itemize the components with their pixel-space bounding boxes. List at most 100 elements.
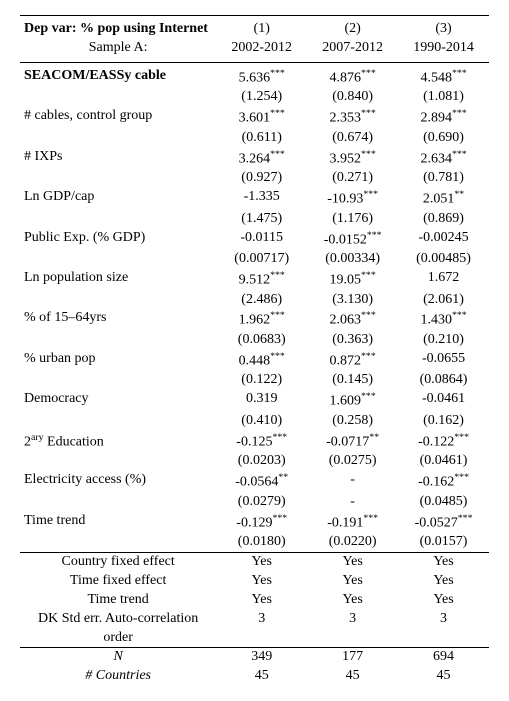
coef-row: 2ary Education-0.125***-0.0717**-0.122**… bbox=[20, 431, 489, 453]
footer-val: Yes bbox=[398, 591, 489, 610]
coef-cell: -0.0115 bbox=[216, 229, 307, 251]
se-cell: (0.781) bbox=[398, 169, 489, 188]
coef-cell: 2.051** bbox=[398, 188, 489, 210]
var-label: 2ary Education bbox=[20, 431, 216, 453]
coef-cell: 1.430*** bbox=[398, 309, 489, 331]
period-2: 2007-2012 bbox=[307, 39, 398, 62]
footer-val: Yes bbox=[398, 553, 489, 572]
coef-row: % urban pop0.448***0.872***-0.0655 bbox=[20, 350, 489, 372]
countries-2: 45 bbox=[307, 667, 398, 686]
footer-val: Yes bbox=[216, 553, 307, 572]
coef-cell: -0.122*** bbox=[398, 431, 489, 453]
var-label: Ln population size bbox=[20, 269, 216, 291]
se-cell: (0.927) bbox=[216, 169, 307, 188]
se-row: (0.0279)-(0.0485) bbox=[20, 493, 489, 512]
coef-cell: 2.634*** bbox=[398, 148, 489, 170]
coef-cell: -0.191*** bbox=[307, 512, 398, 534]
footer-label: Time fixed effect bbox=[20, 572, 216, 591]
coef-cell: -0.0564** bbox=[216, 471, 307, 493]
se-cell: (0.00485) bbox=[398, 250, 489, 269]
var-label: Ln GDP/cap bbox=[20, 188, 216, 210]
se-cell: (0.0180) bbox=[216, 533, 307, 552]
coef-cell: 1.962*** bbox=[216, 309, 307, 331]
se-cell: (0.0279) bbox=[216, 493, 307, 512]
se-cell: (1.475) bbox=[216, 210, 307, 229]
se-row: (0.410)(0.258)(0.162) bbox=[20, 412, 489, 431]
coef-cell: 0.448*** bbox=[216, 350, 307, 372]
se-cell: (0.690) bbox=[398, 129, 489, 148]
coef-cell: - bbox=[307, 471, 398, 493]
coef-row: Time trend-0.129***-0.191***-0.0527*** bbox=[20, 512, 489, 534]
se-row: (0.0180)(0.0220)(0.0157) bbox=[20, 533, 489, 552]
coef-cell: 1.609*** bbox=[307, 390, 398, 412]
coef-row: Ln GDP/cap-1.335-10.93***2.051** bbox=[20, 188, 489, 210]
coef-row: # IXPs3.264***3.952***2.634*** bbox=[20, 148, 489, 170]
footer-val: Yes bbox=[216, 572, 307, 591]
header-row-2: Sample A: 2002-2012 2007-2012 1990-2014 bbox=[20, 39, 489, 62]
coef-cell: -0.0717** bbox=[307, 431, 398, 453]
coef-cell: 2.894*** bbox=[398, 107, 489, 129]
n-label: N bbox=[20, 648, 216, 667]
se-row: (1.475)(1.176)(0.869) bbox=[20, 210, 489, 229]
se-cell: (0.0864) bbox=[398, 371, 489, 390]
regression-table: Dep var: % pop using Internet (1) (2) (3… bbox=[20, 15, 489, 686]
se-row: (0.0683)(0.363)(0.210) bbox=[20, 331, 489, 350]
countries-3: 45 bbox=[398, 667, 489, 686]
coef-cell: -0.162*** bbox=[398, 471, 489, 493]
coef-cell: -0.129*** bbox=[216, 512, 307, 534]
coef-row: # cables, control group3.601***2.353***2… bbox=[20, 107, 489, 129]
se-cell: (1.176) bbox=[307, 210, 398, 229]
coef-cell: 3.601*** bbox=[216, 107, 307, 129]
countries-1: 45 bbox=[216, 667, 307, 686]
n-1: 349 bbox=[216, 648, 307, 667]
var-label: Time trend bbox=[20, 512, 216, 534]
se-cell: (0.0220) bbox=[307, 533, 398, 552]
se-cell: (0.0485) bbox=[398, 493, 489, 512]
footer-val: Yes bbox=[307, 553, 398, 572]
period-3: 1990-2014 bbox=[398, 39, 489, 62]
period-1: 2002-2012 bbox=[216, 39, 307, 62]
coef-cell: 9.512*** bbox=[216, 269, 307, 291]
footer-val: Yes bbox=[307, 591, 398, 610]
se-cell: (0.363) bbox=[307, 331, 398, 350]
coef-cell: -0.0152*** bbox=[307, 229, 398, 251]
colnum-3: (3) bbox=[398, 16, 489, 39]
se-row: (0.927)(0.271)(0.781) bbox=[20, 169, 489, 188]
coef-cell: -0.0527*** bbox=[398, 512, 489, 534]
footer-line: Country fixed effectYesYesYes bbox=[20, 553, 489, 572]
depvar-label: Dep var: % pop using Internet bbox=[20, 16, 216, 39]
coef-cell: -0.00245 bbox=[398, 229, 489, 251]
se-cell: (0.869) bbox=[398, 210, 489, 229]
footer-label: Time trend bbox=[20, 591, 216, 610]
se-cell: (1.254) bbox=[216, 88, 307, 107]
footer-line: Time fixed effectYesYesYes bbox=[20, 572, 489, 591]
coef-cell: 19.05*** bbox=[307, 269, 398, 291]
coef-row: % of 15–64yrs1.962***2.063***1.430*** bbox=[20, 309, 489, 331]
coef-row: Electricity access (%)-0.0564**--0.162**… bbox=[20, 471, 489, 493]
var-label: # IXPs bbox=[20, 148, 216, 170]
se-cell: (0.611) bbox=[216, 129, 307, 148]
coef-cell: -1.335 bbox=[216, 188, 307, 210]
footer-val: 3 bbox=[216, 610, 307, 648]
footer-val: 3 bbox=[398, 610, 489, 648]
n-2: 177 bbox=[307, 648, 398, 667]
coef-cell: 5.636*** bbox=[216, 67, 307, 89]
se-row: (0.0203)(0.0275)(0.0461) bbox=[20, 452, 489, 471]
se-cell: (0.0683) bbox=[216, 331, 307, 350]
var-label: # cables, control group bbox=[20, 107, 216, 129]
se-row: (2.486)(3.130)(2.061) bbox=[20, 291, 489, 310]
n-row: N 349 177 694 bbox=[20, 648, 489, 667]
countries-label: # Countries bbox=[20, 667, 216, 686]
se-cell: (0.122) bbox=[216, 371, 307, 390]
se-row: (0.00717)(0.00334)(0.00485) bbox=[20, 250, 489, 269]
se-cell: (0.271) bbox=[307, 169, 398, 188]
coef-cell: 0.872*** bbox=[307, 350, 398, 372]
coef-cell: 1.672 bbox=[398, 269, 489, 291]
footer-val: Yes bbox=[307, 572, 398, 591]
coef-cell: 2.353*** bbox=[307, 107, 398, 129]
coef-cell: -0.0655 bbox=[398, 350, 489, 372]
se-cell: (0.0157) bbox=[398, 533, 489, 552]
var-label: Electricity access (%) bbox=[20, 471, 216, 493]
coef-cell: 3.952*** bbox=[307, 148, 398, 170]
se-cell: (0.00717) bbox=[216, 250, 307, 269]
